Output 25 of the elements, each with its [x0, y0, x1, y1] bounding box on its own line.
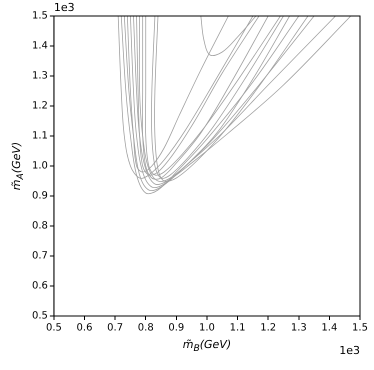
- x-tick-label: 0.6: [76, 322, 92, 334]
- y-tick-label: 1.1: [32, 130, 48, 142]
- y-tick-label: 0.6: [32, 280, 48, 292]
- x-tick-label: 1.4: [321, 322, 338, 334]
- x-tick-label: 0.8: [138, 322, 154, 334]
- x-tick-label: 0.7: [107, 322, 124, 334]
- x-tick-label: 1.0: [199, 322, 215, 334]
- x-tick-label: 0.5: [46, 322, 62, 334]
- x-axis-title: m̃$_{B}$(GeV): [182, 338, 232, 354]
- y-tick-label: 0.5: [32, 310, 48, 322]
- y-tick-label: 1.0: [32, 160, 48, 172]
- y-tick-label: 0.7: [32, 250, 48, 262]
- y-tick-label: 1.3: [32, 70, 48, 82]
- y-tick-label: 0.9: [32, 190, 48, 202]
- y-tick-label: 1.4: [32, 40, 48, 52]
- x-tick-label: 1.2: [260, 322, 276, 334]
- y-tick-label: 0.8: [32, 220, 48, 232]
- x-tick-label: 1.1: [230, 322, 246, 334]
- x-tick-label: 1.5: [352, 322, 368, 334]
- y-tick-label: 1.5: [32, 10, 48, 22]
- y-tick-label: 1.2: [32, 100, 48, 112]
- text: 1e3: [339, 344, 360, 357]
- text: 1e3: [54, 1, 75, 14]
- x-tick-label: 1.3: [290, 322, 307, 334]
- x-tick-label: 0.9: [168, 322, 184, 334]
